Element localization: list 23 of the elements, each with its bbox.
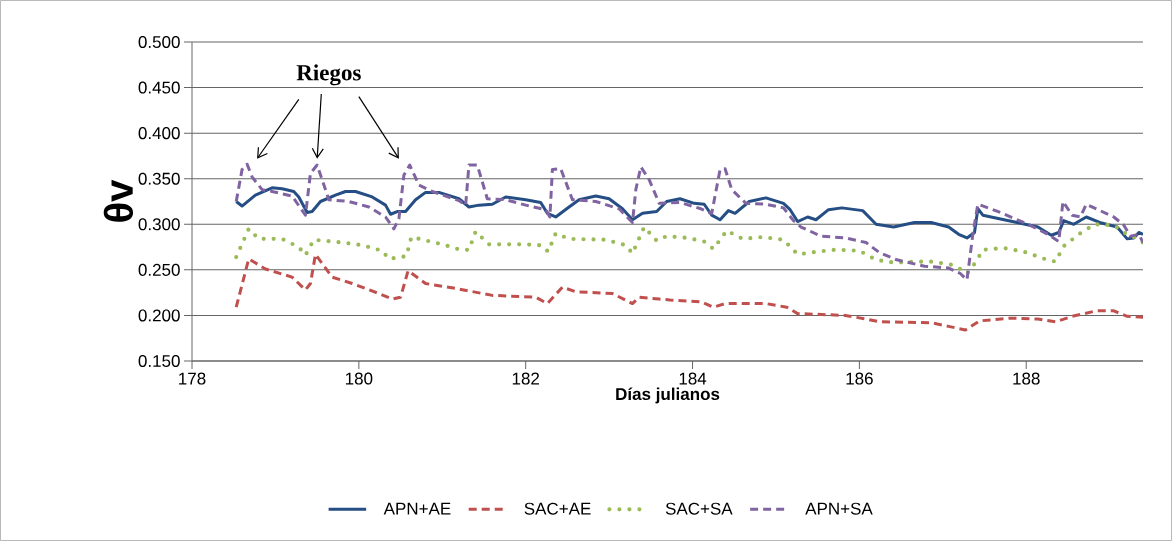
legend-label: SAC+AE (524, 502, 591, 515)
x-tick-label: 186 (846, 372, 873, 385)
legend-label: APN+AE (383, 502, 451, 515)
x-axis-title: Días julianos (616, 387, 720, 404)
x-tick-label: 184 (679, 372, 707, 385)
y-tick-label: 0.400 (138, 127, 180, 140)
x-tick-label: 180 (345, 372, 373, 385)
y-axis-title: θv (103, 179, 134, 222)
y-tick-label: 0.450 (138, 81, 180, 94)
y-tick-label: 0.300 (138, 218, 180, 231)
line-series (234, 222, 1144, 276)
x-tick-label: 182 (512, 372, 540, 385)
y-tick-label: 0.250 (138, 263, 180, 276)
y-tick-label: 0.200 (138, 309, 180, 322)
legend-label: APN+SA (805, 502, 873, 515)
annotation: Riegos (296, 64, 361, 86)
y-tick-label: 0.500 (138, 35, 180, 49)
x-tick-label: 188 (1013, 372, 1040, 385)
x-tick-label: 178 (179, 372, 206, 385)
line-series (234, 162, 1144, 282)
y-tick-label: 0.350 (138, 172, 180, 185)
y-tick-label: 0.150 (138, 354, 180, 368)
legend-label: SAC+SA (665, 502, 733, 515)
